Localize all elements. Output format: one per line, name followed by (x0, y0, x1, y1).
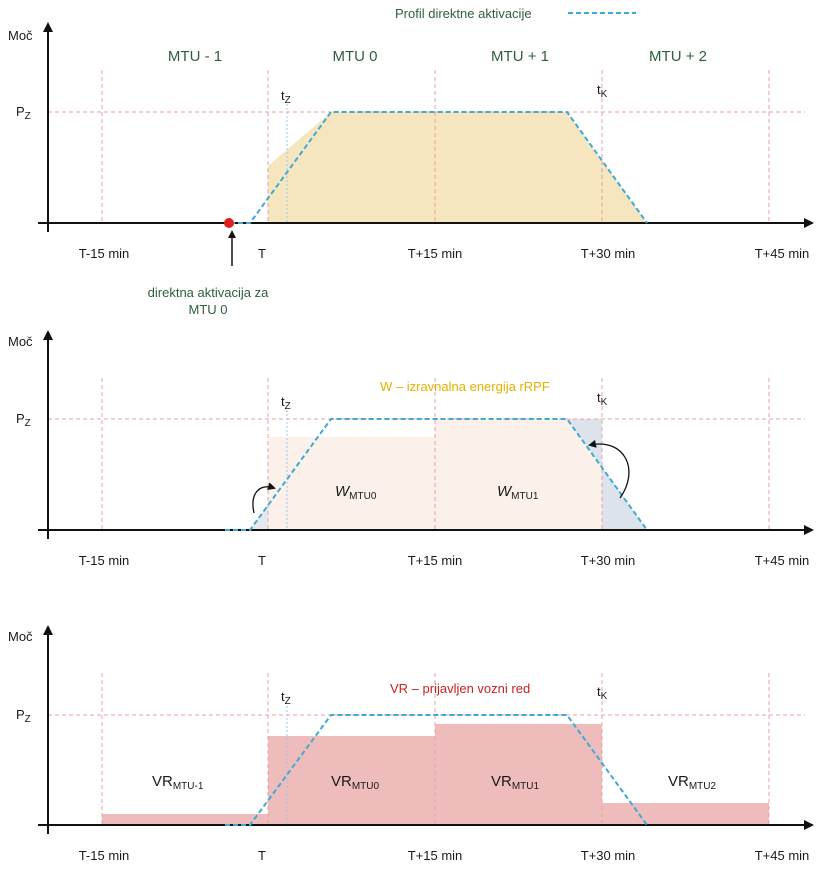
panel-1: Moč PZ tZ tK MTU - 1 MTU 0 MTU + 1 MTU +… (8, 22, 814, 317)
panel1-mtu-label-3: MTU + 2 (649, 48, 707, 65)
panel3-profile-line (225, 714, 648, 826)
panel1-tick-4: T+45 min (755, 246, 810, 261)
panel3-tick-0: T-15 min (79, 848, 130, 863)
panel1-mtu-label-0: MTU - 1 (168, 48, 222, 65)
panel3-tz-label: tZ (281, 689, 291, 707)
panel1-activation-dot (224, 218, 234, 228)
panel2-curved-arrow-left (252, 482, 276, 514)
panel1-y-label: Moč (8, 28, 33, 43)
panel3-title: VR – prijavljen vozni red (390, 681, 530, 696)
panel2-w-mtu1-area (435, 419, 602, 530)
panel1-tick-3: T+30 min (581, 246, 636, 261)
panel1-energy-area (268, 112, 647, 223)
panel2-tk-label: tK (597, 390, 608, 408)
panel1-pz-label: PZ (16, 104, 31, 122)
panel2-tick-4: T+45 min (755, 553, 810, 568)
panel2-tick-1: T (258, 553, 266, 568)
panel2-w-mtu1-label: WMTU1 (497, 483, 539, 502)
panel2-curved-arrow-right (588, 439, 630, 499)
panel2-y-label: Moč (8, 334, 33, 349)
panel2-profile-line (225, 418, 648, 531)
panel1-tick-2: T+15 min (408, 246, 463, 261)
panel1-tk-label: tK (597, 82, 608, 100)
panel3-tick-2: T+15 min (408, 848, 463, 863)
panel2-tick-3: T+30 min (581, 553, 636, 568)
panel1-mtu-label-1: MTU 0 (333, 48, 378, 65)
panel3-vr-mtu0-label: VRMTU0 (331, 773, 380, 792)
legend: Profil direktne aktivacije (395, 6, 636, 21)
panel3-pz-label: PZ (16, 707, 31, 725)
panel1-tz-label: tZ (281, 88, 291, 106)
panel2-tick-2: T+15 min (408, 553, 463, 568)
panel1-tick-1: T (258, 246, 266, 261)
panel2-pz-label: PZ (16, 411, 31, 429)
panel3-tk-label: tK (597, 684, 608, 702)
panel1-tick-0: T-15 min (79, 246, 130, 261)
panel3-tick-1: T (258, 848, 266, 863)
panel2-title: W – izravnalna energija rRPF (380, 379, 550, 394)
panel2-tz-label: tZ (281, 394, 291, 412)
panel2-w-mtu0-area (268, 437, 435, 530)
panel3-vr-mtu-1-label: VRMTU-1 (152, 773, 204, 792)
panel3-vr-mtu-1-bar (102, 814, 268, 825)
panel3-vr-mtu1-label: VRMTU1 (491, 773, 540, 792)
panel3-tick-3: T+30 min (581, 848, 636, 863)
panel1-activation-text-1: direktna aktivacija za (148, 285, 269, 300)
panel1-activation-text-2: MTU 0 (189, 302, 228, 317)
panel2-w-mtu0-label: WMTU0 (335, 483, 377, 502)
panel3-vr-mtu0-bar (268, 736, 435, 825)
panel-3: Moč PZ tZ tK VR – prijavljen vozni red V… (8, 625, 814, 863)
panel3-tick-4: T+45 min (755, 848, 810, 863)
panel2-tick-0: T-15 min (79, 553, 130, 568)
panel1-mtu-label-2: MTU + 1 (491, 48, 549, 65)
panel-2: Moč PZ tZ tK W – izravnalna energija rRP… (8, 330, 814, 568)
panel3-y-label: Moč (8, 629, 33, 644)
panel3-vr-mtu2-label: VRMTU2 (668, 773, 717, 792)
panel3-vr-mtu1-bar (435, 724, 602, 825)
panel3-vr-mtu2-bar (602, 803, 769, 825)
legend-label: Profil direktne aktivacije (395, 6, 532, 21)
